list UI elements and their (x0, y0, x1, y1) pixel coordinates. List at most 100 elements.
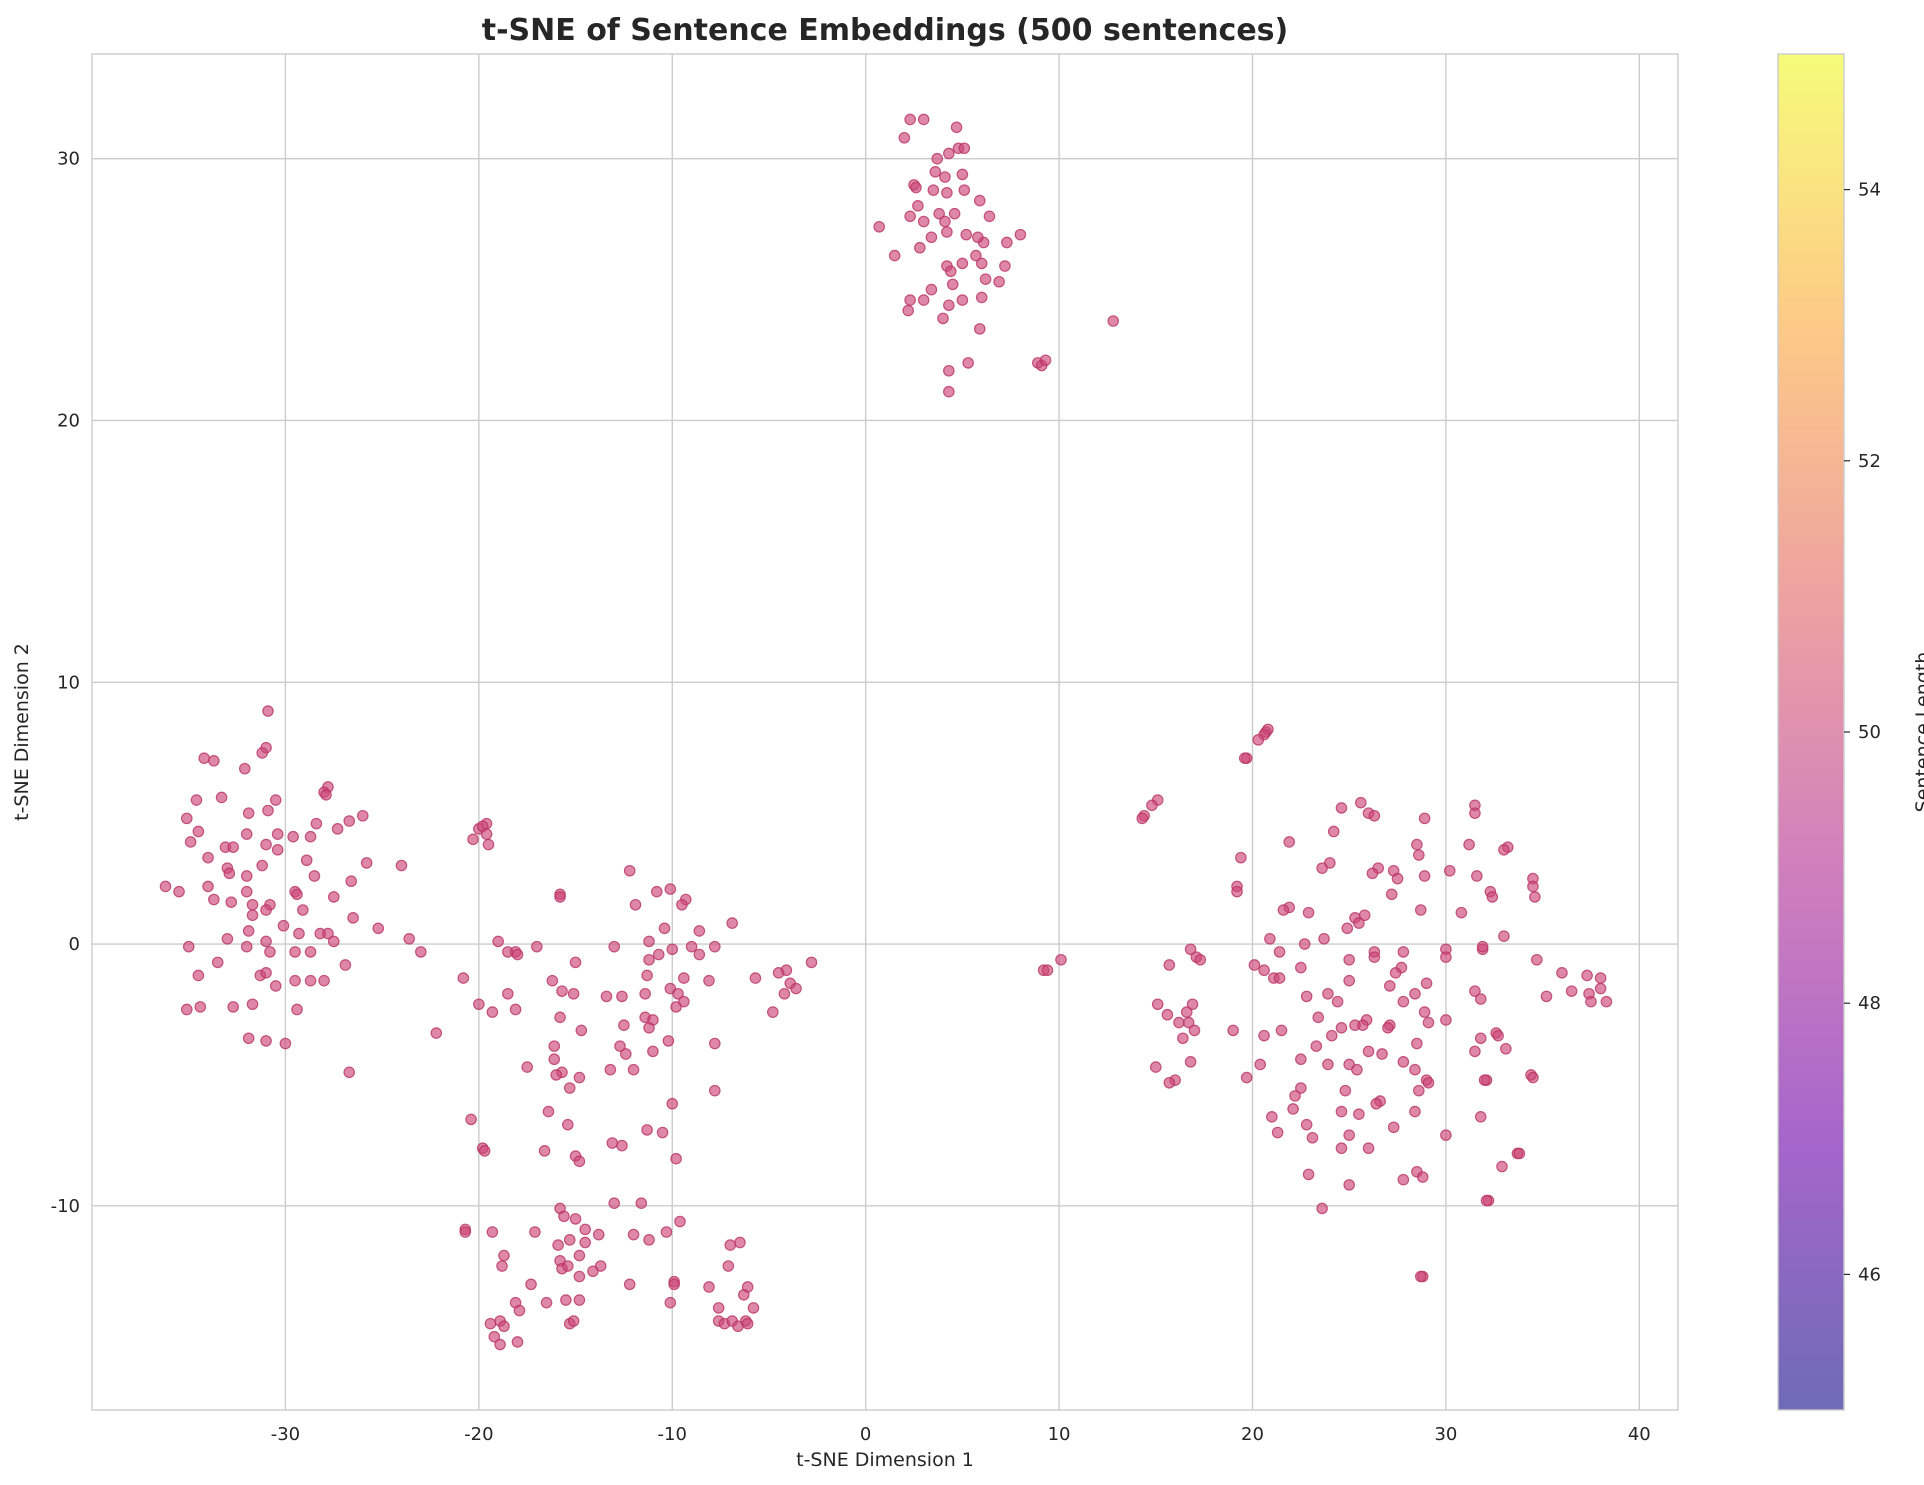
data-point (1469, 807, 1481, 819)
data-point (480, 828, 493, 840)
data-point (567, 1315, 580, 1327)
data-point (558, 1210, 570, 1223)
data-point (1409, 987, 1421, 1000)
data-point (592, 1228, 605, 1241)
data-point (356, 809, 369, 822)
data-point (641, 969, 653, 982)
data-point (347, 912, 359, 924)
data-point (1283, 836, 1296, 848)
data-point (484, 1317, 497, 1330)
data-point (587, 1265, 599, 1278)
data-point (1411, 1037, 1423, 1050)
data-point (925, 283, 938, 296)
data-point (260, 967, 272, 979)
data-point (1443, 864, 1456, 877)
data-point (1387, 1121, 1400, 1134)
data-point (1385, 888, 1398, 901)
data-point (494, 1338, 506, 1351)
data-point (1422, 1076, 1435, 1089)
data-point (629, 898, 642, 911)
data-point (724, 1239, 737, 1251)
data-point (343, 1066, 356, 1079)
data-point (1469, 1045, 1481, 1058)
data-point (643, 1022, 655, 1034)
data-point (1353, 1108, 1365, 1120)
data-point (652, 948, 665, 961)
data-point (1527, 880, 1539, 893)
data-point (1349, 1019, 1361, 1031)
data-point (221, 933, 234, 945)
data-point (260, 904, 272, 916)
data-point (726, 917, 739, 929)
data-point (1343, 953, 1355, 966)
data-point (1173, 1016, 1185, 1029)
data-point (1188, 1024, 1201, 1037)
data-point (676, 898, 688, 911)
data-point (467, 833, 479, 846)
data-point (732, 1320, 744, 1333)
x-tick-label: -20 (464, 1424, 493, 1445)
data-point (289, 974, 301, 987)
data-point (573, 1155, 586, 1168)
data-point (1231, 885, 1243, 898)
data-point (242, 925, 255, 937)
data-point (262, 804, 274, 817)
data-point (1149, 1061, 1162, 1073)
data-point (246, 898, 259, 911)
data-point (1300, 990, 1313, 1003)
data-point (1339, 1084, 1352, 1097)
data-point (511, 1336, 524, 1348)
data-point (627, 1063, 640, 1076)
data-point (552, 1239, 564, 1251)
data-point (293, 927, 305, 940)
data-point (260, 935, 272, 948)
data-point (308, 870, 321, 882)
data-point (1177, 1032, 1189, 1045)
data-point (246, 909, 259, 922)
data-point (320, 789, 332, 801)
data-point (579, 1236, 592, 1249)
data-point (256, 859, 269, 872)
data-point (304, 830, 317, 843)
data-point (904, 113, 916, 126)
data-point (1041, 964, 1054, 977)
data-point (225, 896, 238, 908)
data-point (1565, 985, 1578, 997)
data-point (269, 794, 282, 806)
data-point (722, 1260, 735, 1272)
data-point (712, 1302, 725, 1314)
data-point (1362, 1045, 1375, 1058)
data-point (1540, 990, 1553, 1003)
data-point (215, 791, 228, 804)
data-point (693, 948, 706, 961)
data-point (943, 385, 955, 398)
data-point (1271, 1126, 1284, 1139)
data-point (1335, 1105, 1348, 1118)
data-point (1382, 1022, 1394, 1034)
data-point (917, 215, 930, 228)
data-point (1300, 1118, 1313, 1131)
data-point (1409, 1105, 1421, 1118)
data-point (1039, 354, 1052, 367)
data-point (943, 299, 955, 312)
data-point (941, 186, 953, 199)
data-point (929, 165, 942, 178)
data-point (993, 275, 1005, 288)
colorbar-gradient (1777, 53, 1845, 1411)
data-point (623, 1278, 636, 1291)
data-point (708, 1084, 721, 1097)
data-point (1335, 1142, 1348, 1155)
colorbar-tick-label: 50 (1858, 722, 1881, 743)
data-point (492, 935, 504, 948)
data-point (1581, 969, 1593, 982)
data-point (227, 1001, 239, 1013)
data-point (674, 1215, 686, 1228)
colorbar-tick-label: 46 (1858, 1264, 1881, 1285)
data-point (1302, 906, 1315, 919)
data-point (1335, 1022, 1348, 1034)
data-point (898, 131, 911, 144)
data-point (1366, 867, 1379, 880)
data-point (1422, 1016, 1435, 1029)
data-point (1182, 1016, 1195, 1029)
